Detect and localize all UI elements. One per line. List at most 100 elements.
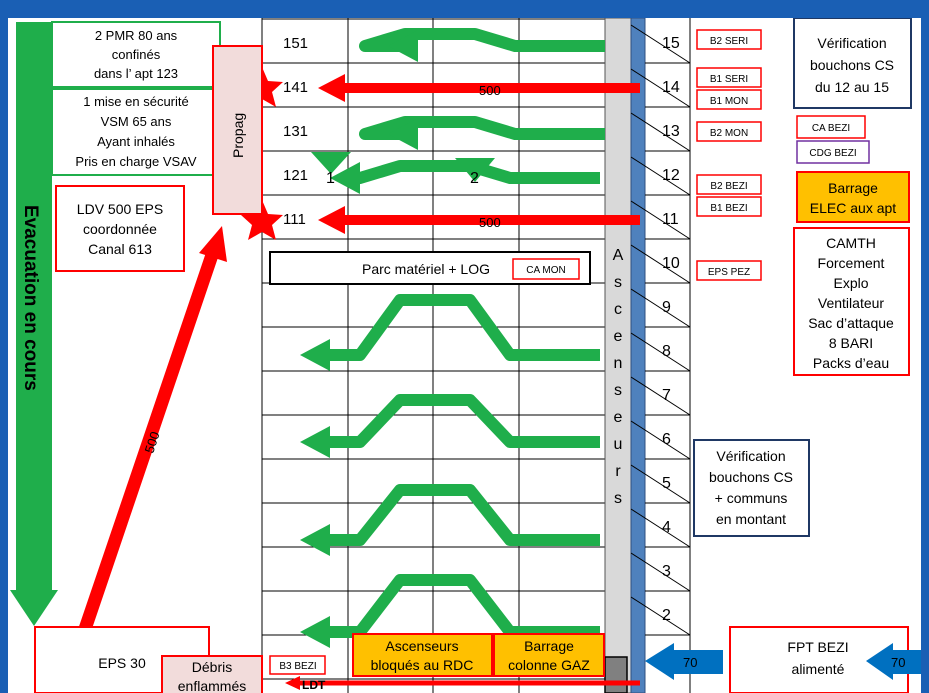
verif-top-text: Vérification bouchons CS du 12 au 15 [810,35,894,95]
hose-diagonal [77,249,220,635]
camth-line-1: Forcement [818,255,885,271]
hose-label-f14: 500 [479,83,501,98]
barrage-gaz-line-0: Barrage [524,638,574,654]
barrage-gaz-box[interactable] [493,633,605,677]
frame-left [0,18,8,693]
ascenseurs-letter: e [614,409,623,426]
camth-line-0: CAMTH [826,235,876,251]
ascenseurs-letter: A [613,247,624,264]
floor-number-8: 8 [662,343,671,360]
floor-number-9: 9 [662,299,671,316]
pressure-right-label: 70 [891,655,905,670]
floor-tag-box[interactable] [696,67,762,88]
floor-tag-box[interactable] [696,196,762,217]
verif-top-box[interactable] [793,18,912,109]
stair-diagonal [630,244,691,284]
colonne-seche [630,18,646,693]
marker-1: 1 [326,170,335,187]
fpt-text: FPT BEZI alimenté [787,639,848,677]
floor-tag-box[interactable] [696,121,762,142]
asc-bloques-box[interactable] [352,633,493,677]
floor-number-2: 2 [662,607,671,624]
floor-tag-13-0: B2 MON [710,128,748,139]
floor-tag-12-1: B1 BEZI [710,203,747,214]
stair-diagonal [630,156,691,196]
pmr-box[interactable] [51,21,221,88]
ldt-label: LDT [302,678,326,692]
verif-text: Vérification bouchons CS + communs en monta… [709,448,793,527]
b3-bezi-label: B3 BEZI [279,661,316,672]
ca-mon-tag[interactable] [512,258,580,280]
apartment-121: 121 [283,167,308,184]
verif-line-1: bouchons CS [709,469,793,485]
cdg-bezi-tag[interactable] [796,140,870,164]
marker-2-triangle [455,158,495,182]
verif-line-0: Vérification [716,448,785,464]
stair-diagonal [630,552,691,592]
vsm-text: 1 mise en sécurité VSM 65 ans Ayant inhalé… [75,94,196,169]
floor-number-15: 15 [662,35,680,52]
propag-box[interactable] [212,45,263,215]
vsm-line-1: VSM 65 ans [101,114,172,129]
ascenseurs-letter: s [614,490,622,507]
ascenseurs-letter: u [614,436,623,453]
ldv-line-2: Canal 613 [88,241,152,257]
apartment-141: 141 [283,79,308,96]
b3-bezi-tag[interactable] [269,655,326,675]
ca-bezi-tag[interactable] [796,115,866,139]
floor-tag-box[interactable] [696,260,762,281]
camth-line-5: 8 BARI [829,335,873,351]
floor-tag-14-1: B1 MON [710,96,748,107]
camth-box[interactable] [793,227,910,376]
marker-1-triangle [311,152,351,174]
stair-diagonal [630,596,691,636]
fire-star-111[interactable] [241,200,283,240]
floor-number-13: 13 [662,123,680,140]
pressure-arrow-left[interactable] [645,643,723,680]
hose-floor-14-head [318,74,345,102]
green-path [325,484,600,546]
ldv-line-0: LDV 500 EPS [77,201,163,217]
vsm-line-0: 1 mise en sécurité [83,94,189,109]
floor-tag-box[interactable] [696,174,762,195]
pressure-arrow-right[interactable] [866,643,921,680]
apartment-131: 131 [283,123,308,140]
evacuation-arrow-shaft [16,22,52,592]
ldv-box[interactable] [55,185,185,272]
floor-tags: B2 SERI B1 SERI B1 MON B2 MON B2 BEZI B1 BEZI… [696,29,762,281]
ascenseurs-letter: e [614,328,623,345]
debris-text: Débris enflammés [178,659,246,693]
hose-floor-11-head [318,206,345,234]
propag-label: Propag [230,113,246,158]
floor-tag-box[interactable] [696,29,762,50]
apartment-111: 111 [283,211,306,228]
hose-lines [77,74,640,690]
verif-box[interactable] [693,439,810,537]
barrage-elec-box[interactable] [796,171,910,223]
green-path [325,294,600,361]
pmr-line-0: 2 PMR 80 ans [95,28,178,43]
floor-number-12: 12 [662,167,680,184]
ca-bezi-label: CA BEZI [812,123,850,134]
stair-diagonal [630,508,691,548]
debris-line-0: Débris [192,659,232,675]
barrage-elec-text: Barrage ELEC aux apt [810,180,896,216]
green-path [325,394,600,448]
marker-2: 2 [470,170,479,187]
floor-tag-12-0: B2 BEZI [710,181,747,192]
debris-box[interactable] [161,655,263,693]
ascenseurs-letter: n [614,355,623,372]
vsm-line-3: Pris en charge VSAV [75,154,196,169]
vsm-box[interactable] [51,88,221,176]
asc-bloques-text: Ascenseurs bloqués au RDC [371,638,474,673]
green-arrow-head [300,524,330,556]
asc-bloques-line-1: bloqués au RDC [371,657,474,673]
floor-tag-10-0: EPS PEZ [708,267,750,278]
floor-tag-box[interactable] [696,89,762,110]
floor-number-11: 11 [662,211,679,228]
verif-line-2: + communs [715,490,788,506]
camth-text: CAMTH Forcement Explo Ventilateur Sac d’atta… [808,235,894,371]
fpt-line-1: alimenté [792,661,845,677]
barrage-gaz-text: Barrage colonne GAZ [508,638,590,673]
